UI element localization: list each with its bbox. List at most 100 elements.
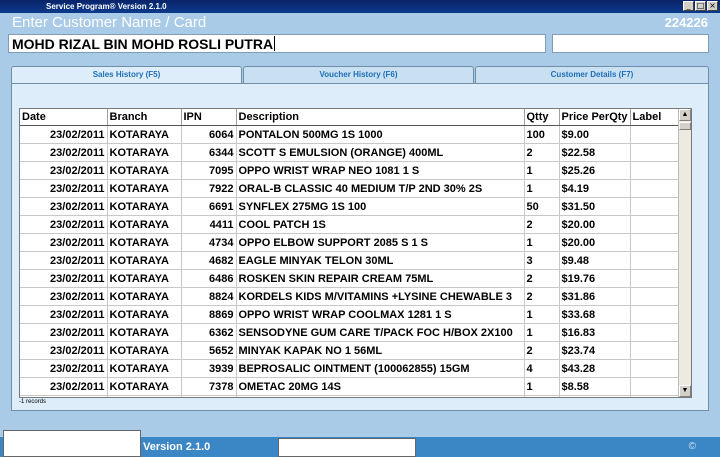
column-header-qtty[interactable]: Qtty [524,109,560,126]
cell-description: OPPO ELBOW SUPPORT 2085 S 1 S [236,233,525,252]
cell-price: $6.52 [559,395,631,397]
tab-bar: Sales History (F5) Voucher History (F6) … [11,66,709,85]
table-row[interactable]: 23/02/2011 KOTARAYA 4411 COOL PATCH 1S 2 $20.… [20,215,685,234]
cell-price: $20.00 [559,215,631,234]
cell-description: COOL PATCH 1S [236,215,525,234]
cell-label [630,341,685,360]
cell-qtty: 2 [524,143,560,162]
customer-name-value: MOHD RIZAL BIN MOHD ROSLI PUTRA [12,36,274,52]
cell-label [630,197,685,216]
cell-date: 23/02/2011 [20,395,108,397]
cell-price: $8.58 [559,377,631,396]
cell-date: 23/02/2011 [20,179,108,198]
table-row[interactable]: 23/02/2011 KOTARAYA 4734 OPPO ELBOW SUPPORT… [20,233,685,252]
table-row[interactable]: 23/02/2011 KOTARAYA 6064 PONTALON 500MG 1S … [20,125,685,144]
cell-date: 23/02/2011 [20,305,108,324]
cell-label [630,305,685,324]
cell-qtty: 50 [524,197,560,216]
table-row[interactable]: 23/02/2011 KOTARAYA 7922 ORAL-B CLASSIC 40 … [20,179,685,198]
cell-date: 23/02/2011 [20,125,108,144]
cell-price: $33.68 [559,305,631,324]
cell-description: OPPO WRIST WRAP NEO 1081 1 S [236,161,525,180]
cell-ipn: 6486 [181,269,237,288]
cell-branch: KOTARAYA [107,377,182,396]
cell-description: OPPO WRIST WRAP COOLMAX 1281 1 S [236,305,525,324]
table-row[interactable]: 23/02/2011 KOTARAYA 6362 SENSODYNE GUM CARE… [20,323,685,342]
cell-branch: KOTARAYA [107,179,182,198]
scroll-up-icon[interactable]: ▲ [679,109,691,121]
minimize-button[interactable]: _ [683,1,694,11]
cell-date: 23/02/2011 [20,197,108,216]
cell-branch: KOTARAYA [107,125,182,144]
close-button[interactable]: × [707,1,718,11]
cell-description: OMETAC 20MG 14S [236,377,525,396]
cell-ipn: 6362 [181,323,237,342]
cell-qtty: 100 [524,125,560,144]
cell-qtty: 2 [524,215,560,234]
table-row[interactable]: 23/02/2011KOTARAYA8171SPECIAL ORDER 1S 3… [20,395,685,397]
table-row[interactable]: 23/02/2011 KOTARAYA 7378 OMETAC 20MG 14S 1 $8… [20,377,685,396]
customer-name-input[interactable]: MOHD RIZAL BIN MOHD ROSLI PUTRA [8,34,546,53]
cell-branch: KOTARAYA [107,359,182,378]
text-cursor [274,36,276,51]
column-header-branch[interactable]: Branch [107,109,182,126]
cell-description: SCOTT S EMULSION (ORANGE) 400ML [236,143,525,162]
records-count: -1 records [19,399,47,405]
table-row[interactable]: 23/02/2011 KOTARAYA 6486 ROSKEN SKIN REPAIR… [20,269,685,288]
scroll-down-icon[interactable]: ▼ [679,385,691,397]
table-row[interactable]: 23/02/2011 KOTARAYA 5652 MINYAK KAPAK NO 1 … [20,341,685,360]
cell-ipn: 8869 [181,305,237,324]
cell-date: 23/02/2011 [20,233,108,252]
column-header-description[interactable]: Description [236,109,525,126]
cell-qtty: 2 [524,341,560,360]
cell-ipn: 5652 [181,341,237,360]
cell-price: $20.00 [559,233,631,252]
version-label: Version 2.1.0 [143,441,211,453]
maximize-button[interactable]: □ [695,1,706,11]
tab-customer-details[interactable]: Customer Details (F7) [475,66,709,84]
cell-price: $16.83 [559,323,631,342]
cell-price: $4.19 [559,179,631,198]
cell-qtty: 4 [524,359,560,378]
tab-voucher-history[interactable]: Voucher History (F6) [243,66,474,84]
cell-branch: KOTARAYA [107,233,182,252]
column-header-label[interactable]: Label [630,109,685,126]
cell-description: SYNFLEX 275MG 1S 100 [236,197,525,216]
column-header-price[interactable]: Price PerQty [559,109,631,126]
table-row[interactable]: 23/02/2011 KOTARAYA 3939 BEPROSALIC OINTMEN… [20,359,685,378]
tab-sales-history[interactable]: Sales History (F5) [11,66,242,85]
vertical-scrollbar[interactable]: ▲ ▼ [678,109,691,397]
sales-history-grid[interactable]: Date Branch IPN Description Qtty Price P… [19,108,692,398]
cell-ipn: 3939 [181,359,237,378]
table-row[interactable]: 23/02/2011 KOTARAYA 6691 SYNFLEX 275MG 1S 1… [20,197,685,216]
cell-branch: KOTARAYA [107,341,182,360]
cell-branch: KOTARAYA [107,287,182,306]
table-row[interactable]: 23/02/2011 KOTARAYA 8824 KORDELS KIDS M/VIT… [20,287,685,306]
cell-ipn: 4411 [181,215,237,234]
cell-price: $23.74 [559,341,631,360]
cell-date: 23/02/2011 [20,341,108,360]
cell-qtty: 1 [524,323,560,342]
cell-qtty: 1 [524,305,560,324]
cell-label [630,323,685,342]
cell-price: $19.76 [559,269,631,288]
cell-price: $9.00 [559,125,631,144]
column-header-ipn[interactable]: IPN [181,109,237,126]
cell-date: 23/02/2011 [20,143,108,162]
table-row[interactable]: 23/02/2011 KOTARAYA 4682 EAGLE MINYAK TELON… [20,251,685,270]
table-row[interactable]: 23/02/2011 KOTARAYA 8869 OPPO WRIST WRAP CO… [20,305,685,324]
table-row[interactable]: 23/02/2011 KOTARAYA 6344 SCOTT S EMULSION (… [20,143,685,162]
column-header-date[interactable]: Date [20,109,108,126]
cell-label [630,359,685,378]
cell-ipn: 7095 [181,161,237,180]
cell-description: BEPROSALIC OINTMENT (100062855) 15GM [236,359,525,378]
cell-qtty: 1 [524,233,560,252]
cell-ipn: 6691 [181,197,237,216]
table-row[interactable]: 23/02/2011 KOTARAYA 7095 OPPO WRIST WRAP NE… [20,161,685,180]
cell-label [630,161,685,180]
cell-price: $25.26 [559,161,631,180]
customer-code: 224226 [664,15,708,30]
card-number-input[interactable] [552,34,709,53]
cell-ipn: 7922 [181,179,237,198]
scroll-thumb[interactable] [679,122,691,130]
